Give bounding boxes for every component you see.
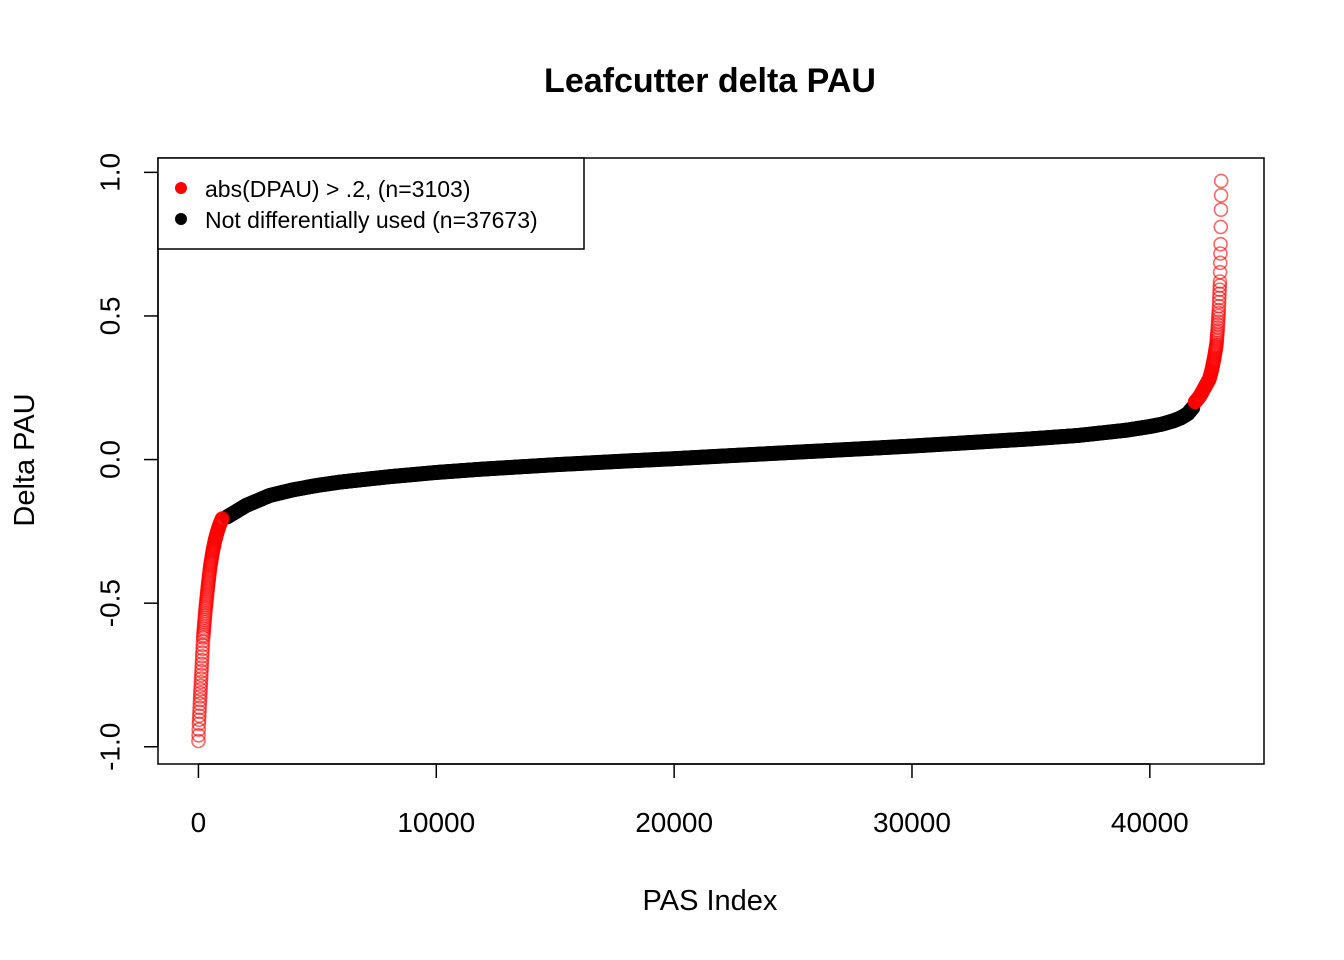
data-point-significant — [214, 511, 230, 526]
plot-points — [191, 173, 1229, 749]
data-point-significant — [1213, 236, 1228, 252]
legend-box — [157, 157, 585, 250]
data-point-significant — [1213, 173, 1229, 189]
x-tick-label: 30000 — [873, 807, 951, 838]
data-point-significant — [194, 663, 209, 679]
data-point-significant — [191, 727, 206, 743]
y-tick-label: 0.0 — [95, 440, 126, 479]
x-tick-label: 20000 — [635, 807, 713, 838]
data-point-significant — [193, 667, 209, 683]
data-point-significant — [1213, 219, 1229, 235]
y-tick-label: 1.0 — [95, 153, 126, 192]
x-tick-label: 40000 — [1111, 807, 1189, 838]
y-axis-label: Delta PAU — [9, 393, 41, 526]
data-point-significant — [1212, 264, 1228, 280]
x-axis-label: PAS Index — [643, 885, 778, 917]
data-point-significant — [192, 700, 207, 716]
data-point-significant — [1212, 255, 1228, 271]
x-tick-label: 0 — [191, 807, 207, 838]
y-tick-label: -0.5 — [95, 579, 126, 627]
legend: abs(DPAU) > .2, (n=3103) Not differentia… — [157, 157, 585, 250]
x-tick-label: 10000 — [397, 807, 475, 838]
x-axis: 0 10000 20000 30000 40000 — [191, 763, 1189, 838]
data-point-significant — [191, 722, 207, 737]
data-point-significant — [1212, 282, 1227, 298]
legend-marker-significant — [175, 182, 187, 194]
data-point-significant — [194, 660, 209, 675]
legend-marker-not-significant — [175, 213, 187, 225]
data-point-significant — [194, 652, 210, 668]
y-tick-label: -1.0 — [95, 723, 126, 771]
y-axis: -1.0 -0.5 0.0 0.5 1.0 — [95, 153, 159, 771]
data-point-significant — [191, 712, 207, 728]
legend-label-significant: abs(DPAU) > .2, (n=3103) — [205, 176, 470, 202]
data-point-significant — [191, 733, 206, 749]
y-tick-label: 0.5 — [95, 296, 126, 335]
data-point-significant — [195, 645, 210, 660]
data-point-significant — [191, 716, 207, 732]
data-point-significant — [194, 656, 210, 672]
chart-title: Leafcutter delta PAU — [544, 62, 876, 100]
data-point-significant — [1213, 246, 1228, 261]
data-point-significant — [192, 704, 207, 720]
data-point-significant — [1213, 202, 1229, 217]
data-point-significant — [1213, 188, 1229, 203]
data-point-significant — [194, 648, 210, 664]
data-point-significant — [1212, 274, 1228, 289]
data-point-significant — [195, 637, 211, 653]
data-point-significant — [191, 708, 207, 724]
legend-label-not-significant: Not differentially used (n=37673) — [205, 207, 538, 233]
